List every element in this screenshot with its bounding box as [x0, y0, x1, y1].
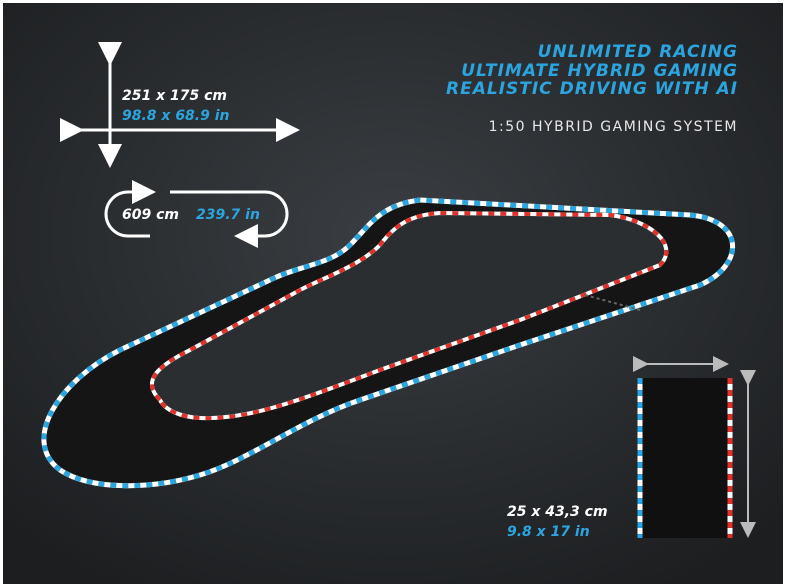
headline: ULTIMATE HYBRID GAMING: [461, 61, 738, 81]
headline: REALISTIC DRIVING WITH AI: [446, 79, 738, 99]
piece-size-metric: 25 x 43,3 cm: [507, 504, 608, 520]
track: [41, 197, 736, 489]
track-size-metric: 251 x 175 cm: [122, 88, 227, 104]
size-arrows: [60, 42, 300, 168]
piece-size-imperial: 9.8 x 17 in: [507, 524, 590, 540]
track-piece: [633, 356, 756, 538]
subtitle: 1:50 HYBRID GAMING SYSTEM: [489, 119, 738, 135]
length-loop: [104, 180, 289, 248]
track-length-imperial: 239.7 in: [196, 207, 260, 223]
track-length-metric: 609 cm: [122, 207, 179, 223]
track-size-imperial: 98.8 x 68.9 in: [122, 108, 230, 124]
headline: UNLIMITED RACING: [538, 42, 738, 62]
